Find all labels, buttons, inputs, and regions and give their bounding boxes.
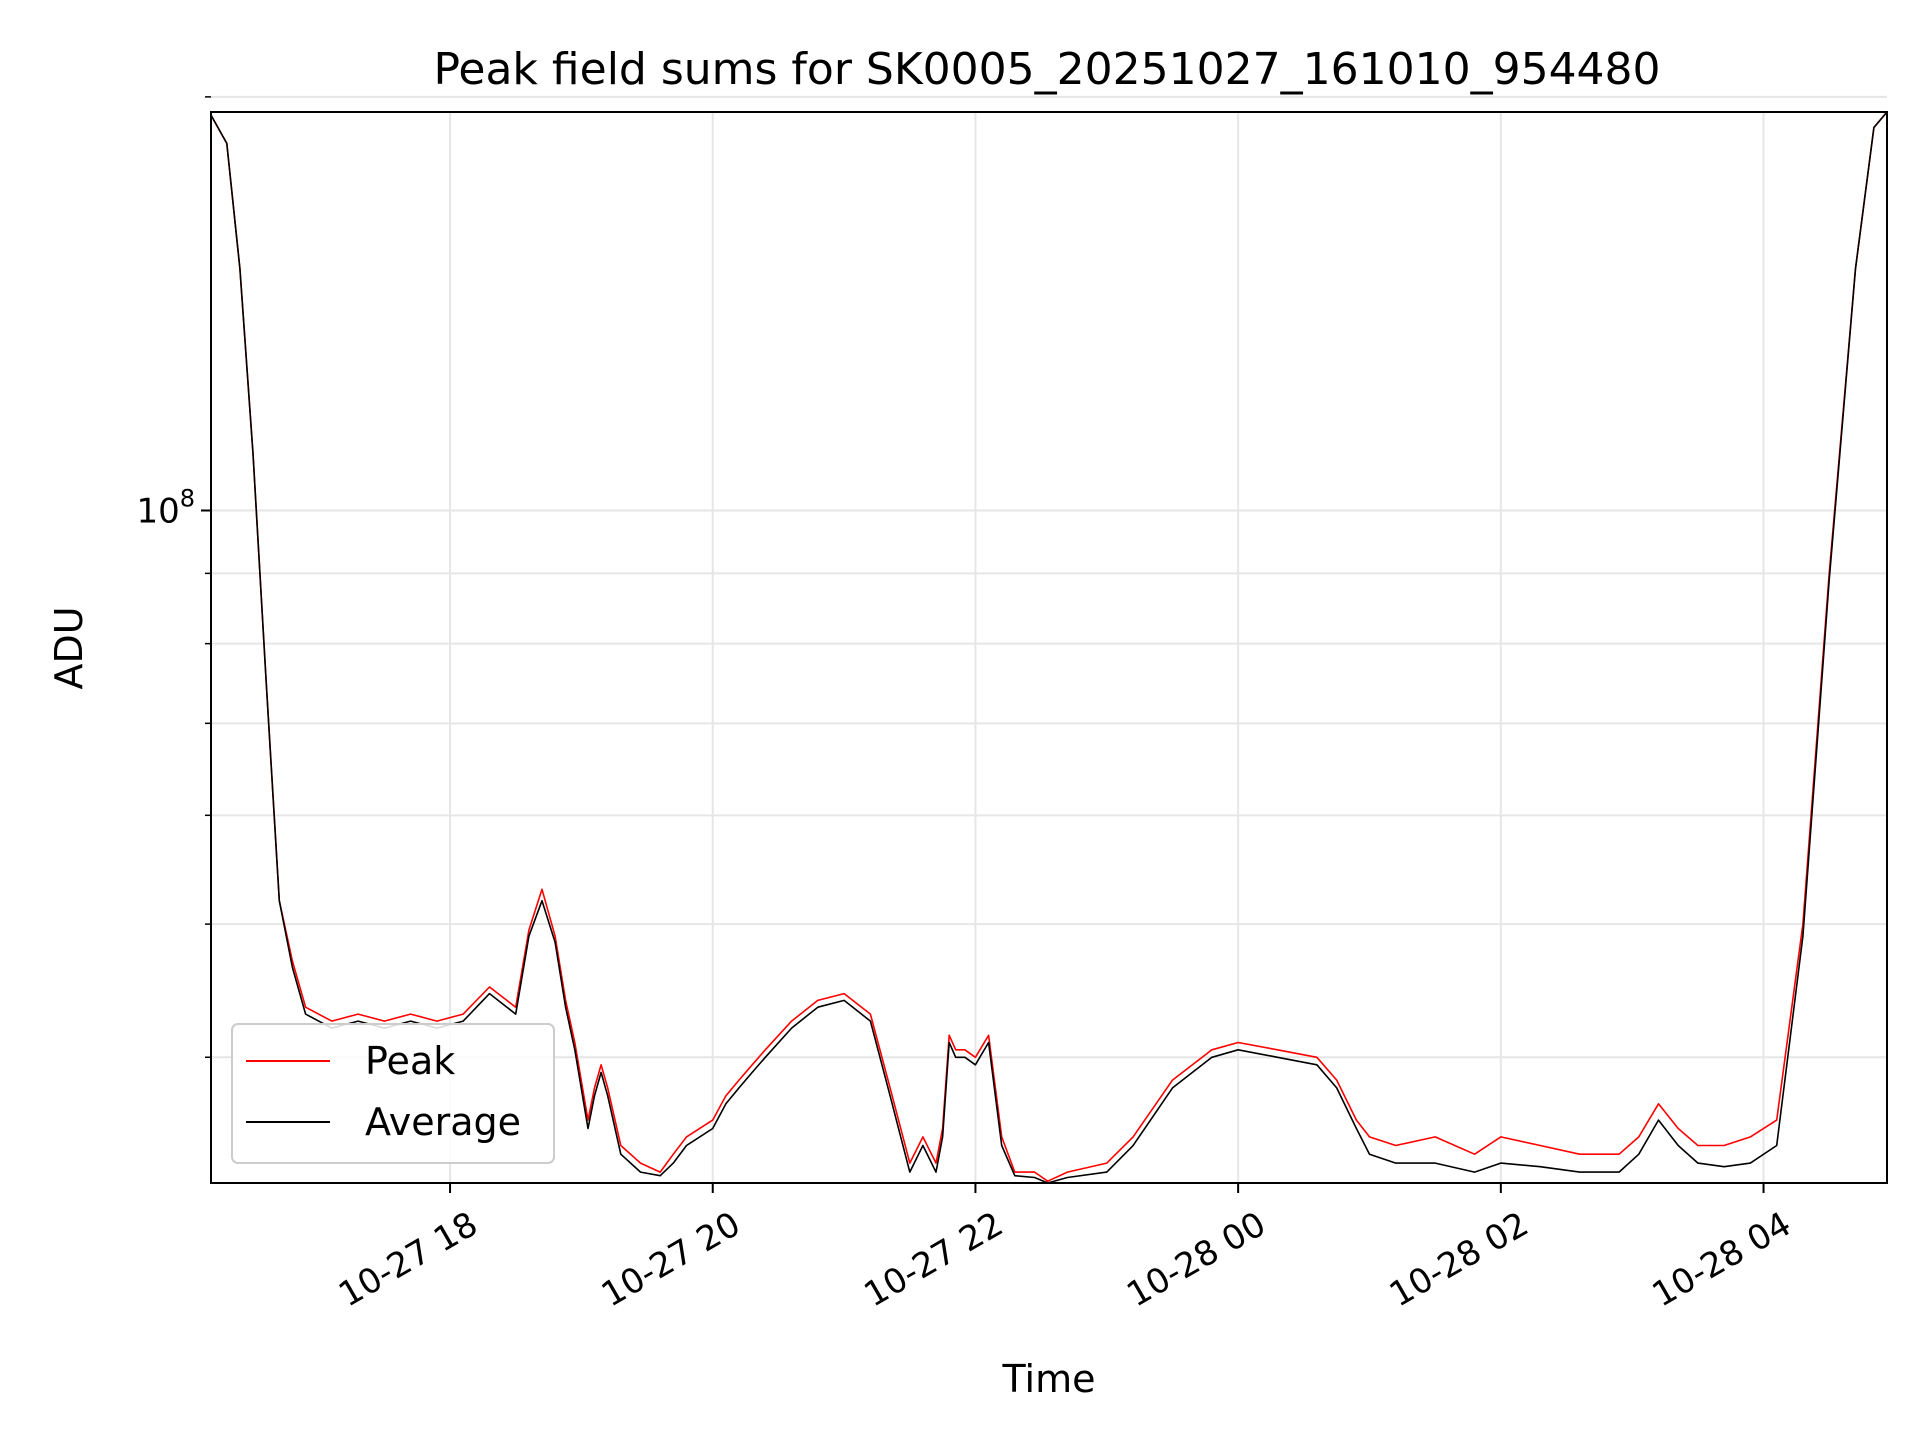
- y-tick-label: 108: [136, 485, 195, 532]
- x-axis-label: Time: [1002, 1357, 1096, 1401]
- legend-label-average: Average: [365, 1100, 521, 1144]
- legend: Peak Average: [231, 1023, 555, 1164]
- series-layer: [210, 111, 1888, 1184]
- legend-label-peak: Peak: [365, 1039, 455, 1083]
- chart-title: Peak field sums for SK0005_20251027_1610…: [433, 44, 1660, 95]
- y-axis-label: ADU: [47, 606, 91, 689]
- series-line-average: [210, 111, 1888, 1184]
- series-line-peak: [210, 111, 1888, 1182]
- plot-frame: [210, 111, 1888, 1184]
- y-axis: 108: [136, 96, 211, 1059]
- legend-frame: [231, 1023, 555, 1164]
